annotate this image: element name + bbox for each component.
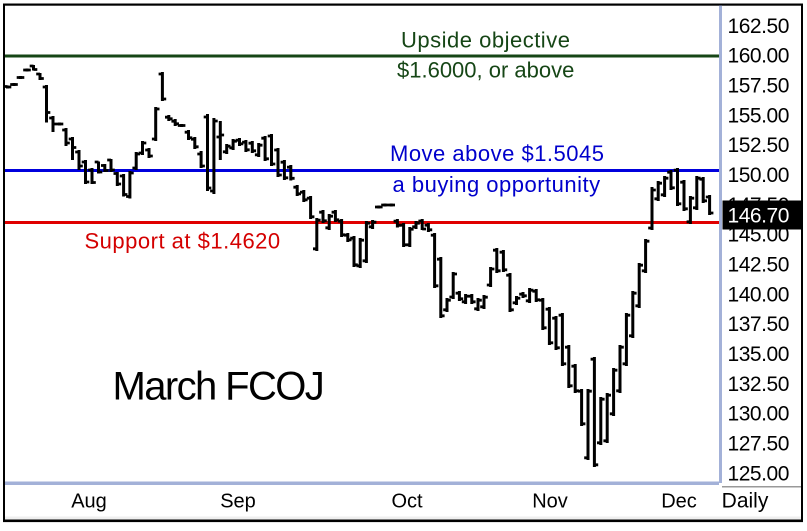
svg-text:Dec: Dec bbox=[661, 491, 697, 513]
svg-text:146.70: 146.70 bbox=[727, 204, 789, 227]
svg-text:135.00: 135.00 bbox=[727, 343, 789, 366]
svg-text:152.50: 152.50 bbox=[727, 134, 789, 157]
svg-text:160.00: 160.00 bbox=[727, 45, 789, 68]
svg-text:142.50: 142.50 bbox=[727, 254, 789, 277]
svg-text:125.00: 125.00 bbox=[727, 462, 789, 485]
svg-text:a buying opportunity: a buying opportunity bbox=[393, 172, 601, 197]
svg-text:Upside objective: Upside objective bbox=[401, 28, 570, 53]
svg-text:150.00: 150.00 bbox=[727, 164, 789, 187]
svg-text:Daily: Daily bbox=[722, 490, 769, 513]
svg-text:$1.6000, or above: $1.6000, or above bbox=[397, 58, 574, 83]
svg-text:127.50: 127.50 bbox=[727, 433, 789, 456]
svg-text:162.50: 162.50 bbox=[727, 15, 789, 38]
svg-text:130.00: 130.00 bbox=[727, 403, 789, 426]
svg-text:Aug: Aug bbox=[71, 491, 107, 513]
svg-text:132.50: 132.50 bbox=[727, 373, 789, 396]
svg-text:Sep: Sep bbox=[220, 491, 256, 513]
svg-text:Support at $1.4620: Support at $1.4620 bbox=[85, 229, 281, 254]
svg-text:137.50: 137.50 bbox=[727, 313, 789, 336]
svg-text:March FCOJ: March FCOJ bbox=[113, 365, 324, 409]
svg-text:157.50: 157.50 bbox=[727, 75, 789, 98]
svg-text:Oct: Oct bbox=[391, 491, 423, 513]
svg-text:Move above $1.5045: Move above $1.5045 bbox=[390, 141, 605, 166]
svg-text:140.00: 140.00 bbox=[727, 283, 789, 306]
svg-text:Nov: Nov bbox=[532, 491, 568, 513]
svg-text:155.00: 155.00 bbox=[727, 104, 789, 127]
